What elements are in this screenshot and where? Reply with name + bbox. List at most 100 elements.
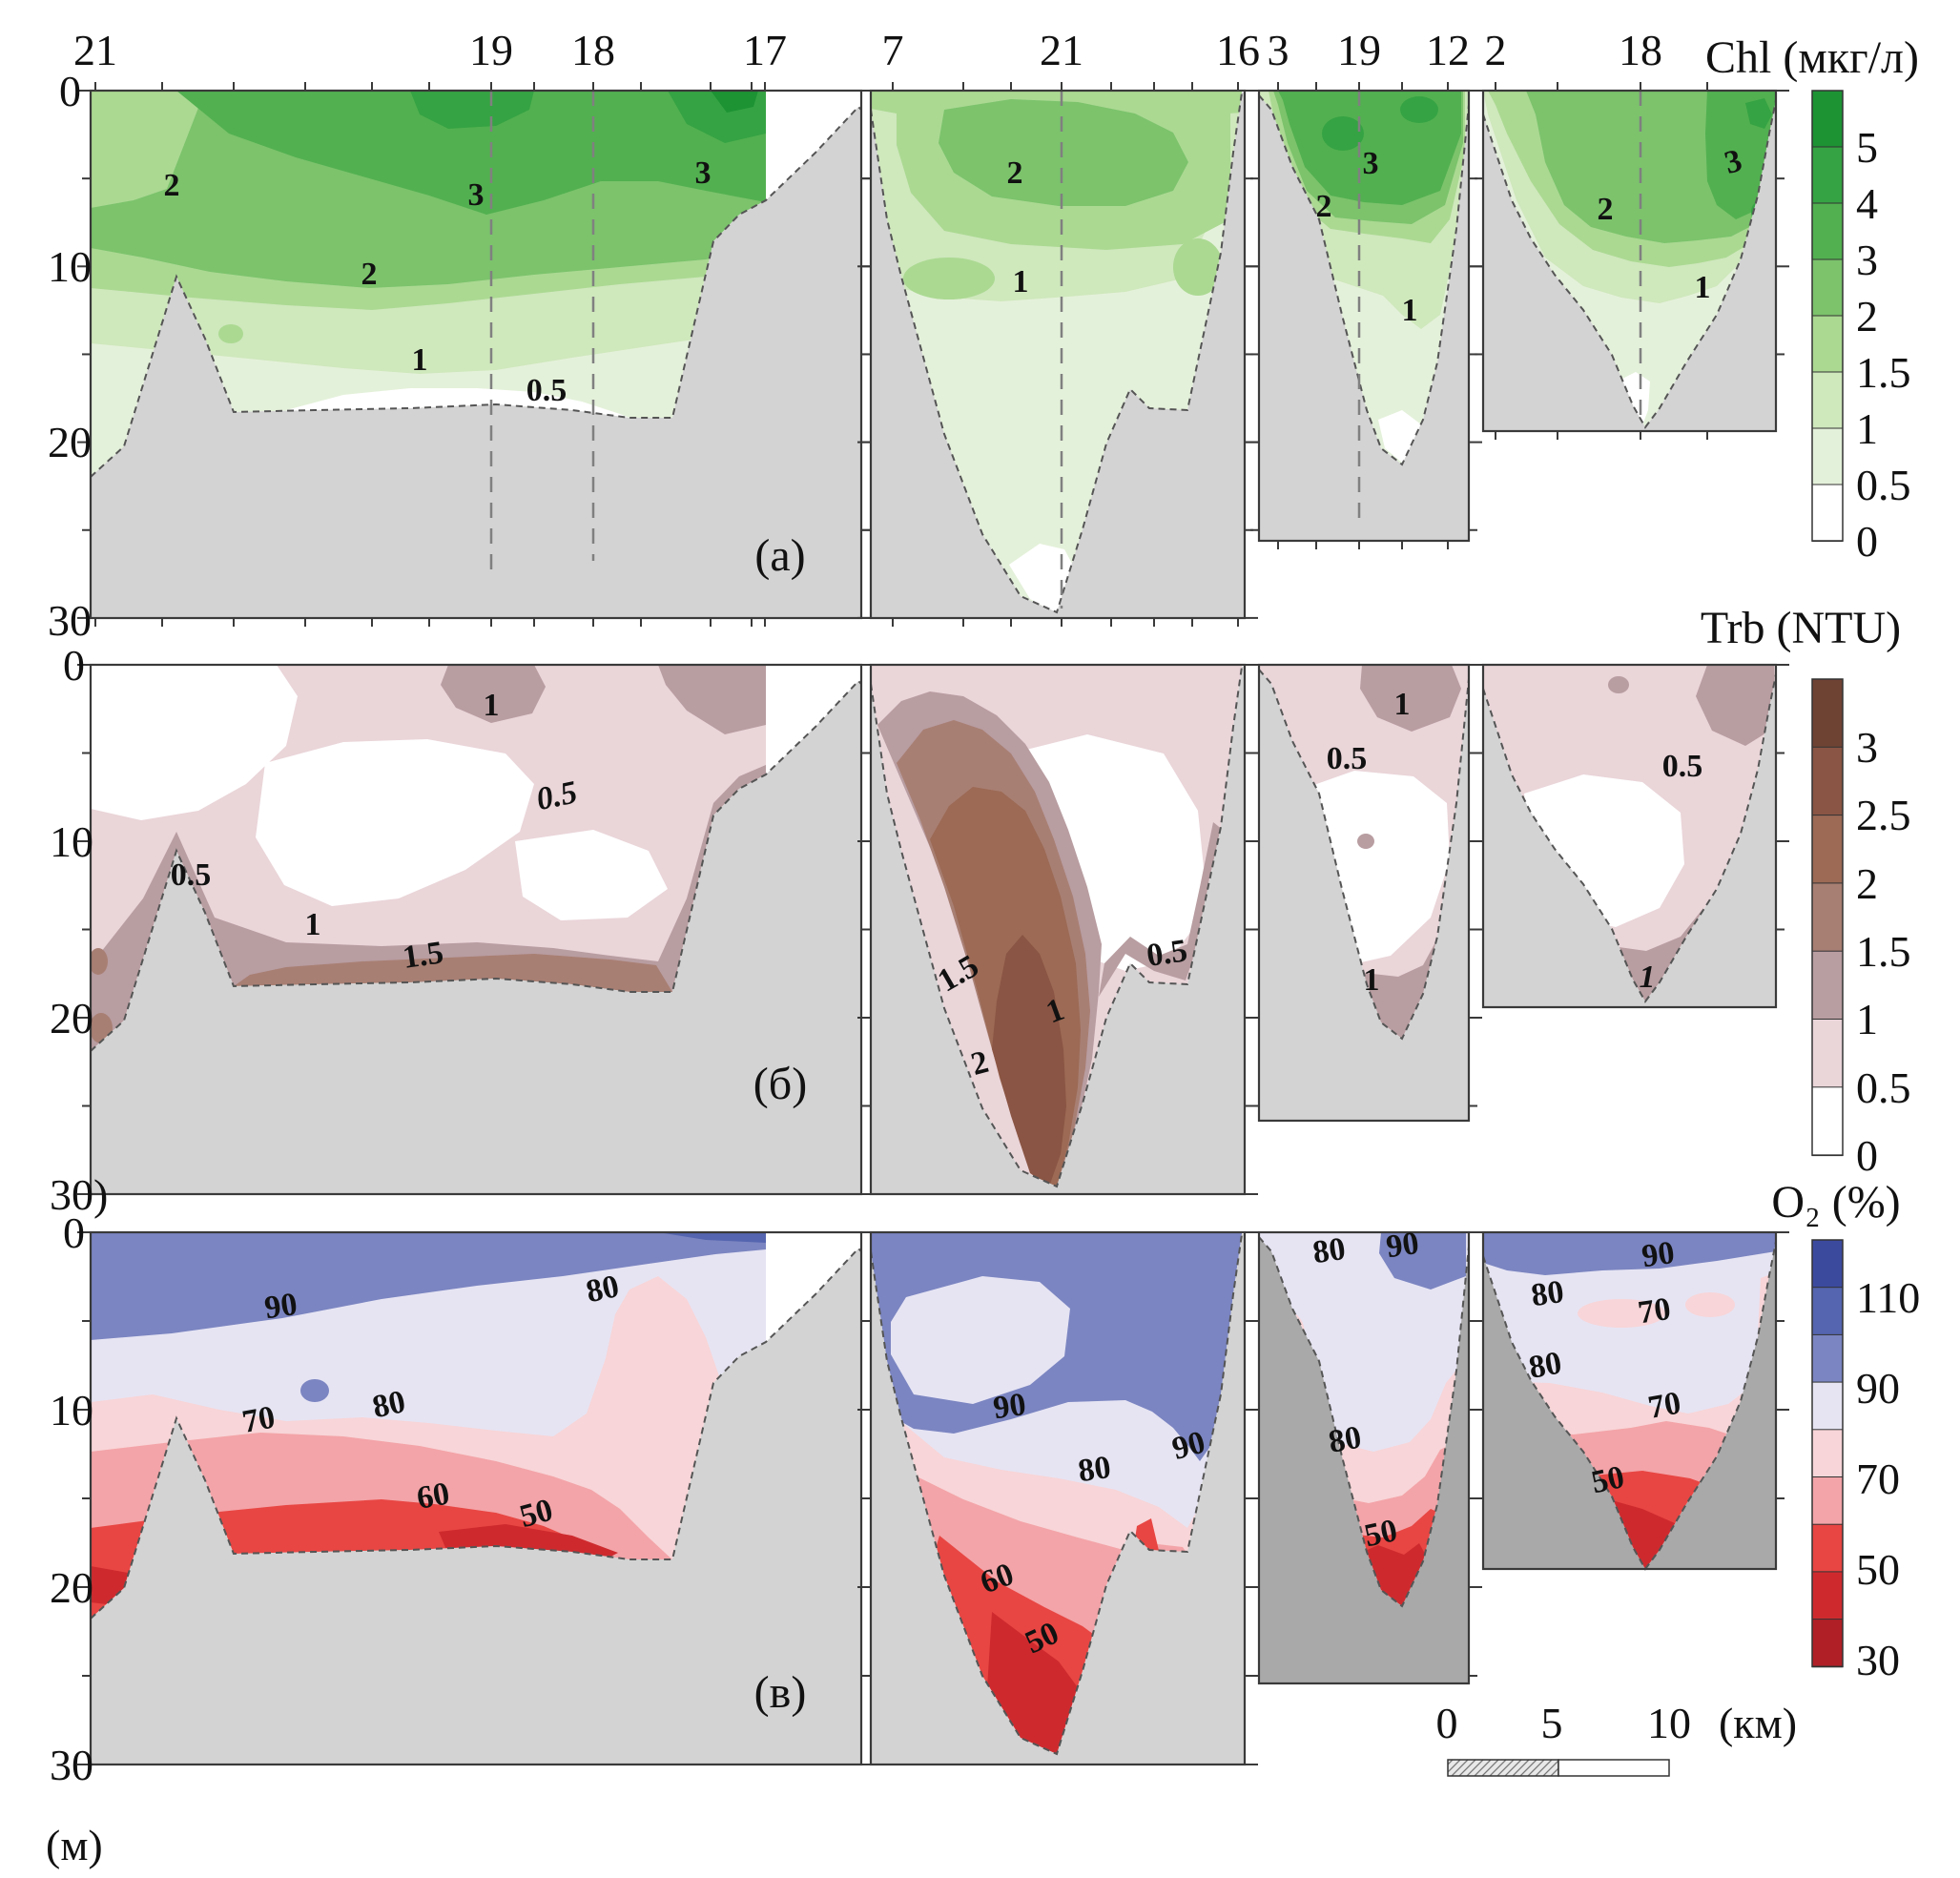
station-label: 19 bbox=[1337, 26, 1381, 74]
colorbar-segment bbox=[1811, 258, 1844, 317]
contour-label: 80 bbox=[1326, 1419, 1364, 1459]
contour-label: 1 bbox=[305, 907, 321, 942]
colorbar-label: 5 bbox=[1856, 123, 1878, 172]
colorbar-label: 2 bbox=[1856, 292, 1878, 341]
contour-label: 70 bbox=[1636, 1291, 1673, 1331]
seafloor-land bbox=[1259, 1237, 1469, 1683]
contour-band bbox=[658, 665, 766, 734]
contour-band bbox=[1379, 1232, 1466, 1290]
contour-blob bbox=[218, 324, 243, 343]
station-label: 2 bbox=[1485, 26, 1507, 74]
scalebar-hatched-half bbox=[1447, 1759, 1559, 1777]
colorbar-label: 3 bbox=[1856, 723, 1878, 772]
seafloor-line bbox=[90, 679, 862, 1052]
contour-label: 1 bbox=[412, 342, 428, 378]
colorbar-label: 90 bbox=[1856, 1364, 1900, 1413]
panel-frame bbox=[1257, 663, 1471, 1123]
station-label: 3 bbox=[1268, 26, 1289, 74]
depth-label: 0 bbox=[63, 641, 85, 690]
colorbar-segment bbox=[1811, 882, 1844, 953]
contour-label: 0.5 bbox=[533, 774, 580, 817]
colorbar-label: 0 bbox=[1856, 517, 1878, 566]
distance-scalebar: 0 5 10 (км) bbox=[1436, 1699, 1797, 1777]
contour-label: 80 bbox=[583, 1269, 622, 1310]
contour-label: 3 bbox=[1363, 146, 1379, 181]
contour-label: 80 bbox=[1310, 1231, 1348, 1270]
colorbar-trb: 3 2.5 2 1.5 1 0.5 0 Trb (NTU) bbox=[1701, 603, 1911, 1180]
seafloor-line bbox=[1258, 1236, 1470, 1608]
seafloor-line bbox=[1258, 669, 1470, 1041]
contour-band bbox=[1099, 822, 1223, 997]
colorbar-segment bbox=[1811, 315, 1844, 373]
contour-blob bbox=[300, 1379, 329, 1402]
contour-label: 90 bbox=[991, 1387, 1028, 1426]
colorbar-segment bbox=[1811, 484, 1844, 542]
contour-band bbox=[1696, 665, 1776, 746]
contour-label: 0.5 bbox=[1662, 749, 1703, 784]
colorbar-label: 1.5 bbox=[1856, 927, 1911, 976]
contour-label: 3 bbox=[695, 155, 712, 191]
station-label: 7 bbox=[882, 26, 904, 74]
panel-letter: (б) bbox=[753, 1059, 807, 1109]
contour-band bbox=[410, 91, 534, 129]
seafloor-line bbox=[1258, 94, 1470, 466]
seafloor-line bbox=[870, 1233, 1245, 1756]
colorbar-segment bbox=[1811, 815, 1844, 884]
scalebar-label: 0 bbox=[1436, 1699, 1458, 1747]
depth-label: 30 bbox=[48, 596, 92, 645]
contour-band bbox=[939, 99, 1188, 206]
colorbar-outline bbox=[1811, 1239, 1844, 1668]
colorbar-segment bbox=[1811, 371, 1844, 429]
seafloor-line bbox=[870, 666, 1245, 1188]
colorbar-label: 0 bbox=[1856, 1131, 1878, 1180]
contour-band bbox=[891, 1276, 1070, 1404]
depth-label: 10 bbox=[50, 817, 93, 866]
colorbar-label: 110 bbox=[1856, 1273, 1920, 1322]
contour-label: 1 bbox=[1013, 264, 1029, 299]
contour-blob bbox=[1608, 676, 1629, 693]
colorbar-title: O₂ (%) bbox=[1771, 1177, 1900, 1228]
panel-letter: (а) bbox=[754, 530, 805, 581]
colorbar-label: 4 bbox=[1856, 179, 1878, 228]
depth-label: 10 bbox=[50, 1386, 93, 1434]
contour-label: 2 bbox=[1007, 155, 1023, 191]
colorbar-label: 2.5 bbox=[1856, 791, 1911, 839]
colorbar-segment bbox=[1811, 202, 1844, 260]
colorbar-segment bbox=[1811, 1019, 1844, 1088]
contour-band bbox=[1360, 665, 1461, 732]
colorbar-segment bbox=[1811, 1287, 1844, 1336]
contour-band bbox=[256, 739, 534, 906]
colorbar-label: 0.5 bbox=[1856, 461, 1911, 509]
contour-band bbox=[658, 1232, 766, 1243]
contour-label: 0.5 bbox=[1327, 741, 1368, 776]
contour-label: 70 bbox=[1645, 1385, 1683, 1425]
contour-blob bbox=[1578, 1299, 1665, 1328]
seafloor-line bbox=[90, 1247, 862, 1620]
colorbar-segment bbox=[1811, 1429, 1844, 1478]
colorbar-segment bbox=[1811, 1333, 1844, 1384]
contour-label: 90 bbox=[1640, 1235, 1677, 1274]
depth-label: 30) bbox=[50, 1170, 108, 1219]
seafloor-land bbox=[1259, 95, 1469, 541]
contour-blob bbox=[1685, 1292, 1735, 1317]
contour-label: 2 bbox=[164, 168, 180, 203]
panel-frame bbox=[1481, 89, 1778, 433]
contour-label: 80 bbox=[1526, 1345, 1564, 1385]
colorbar-segment bbox=[1811, 1381, 1844, 1431]
contour-label: 70 bbox=[239, 1399, 278, 1439]
panel-frame bbox=[1481, 1230, 1778, 1571]
depth-label: 10 bbox=[48, 242, 92, 291]
station-label: 21 bbox=[1040, 26, 1083, 74]
seafloor-land bbox=[1483, 100, 1776, 431]
colorbar-o2: 110 90 70 50 30 O₂ (%) bbox=[1771, 1177, 1920, 1684]
contour-label: 1 bbox=[484, 688, 500, 723]
contour-blob bbox=[903, 258, 995, 299]
seafloor-line bbox=[870, 92, 1245, 614]
depth-label: 20 bbox=[50, 994, 93, 1042]
contour-label: 90 bbox=[262, 1287, 299, 1326]
depth-label: 20 bbox=[50, 1563, 93, 1612]
station-label: 19 bbox=[469, 26, 513, 74]
contour-label: 1 bbox=[1640, 960, 1656, 995]
